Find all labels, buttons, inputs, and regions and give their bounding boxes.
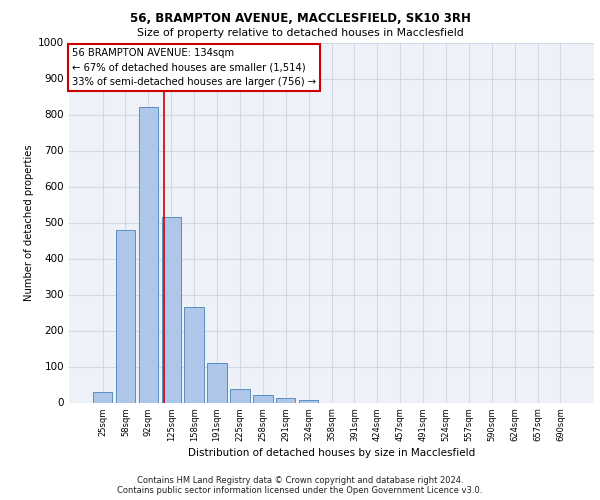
Bar bbox=[230, 389, 250, 402]
Text: 56 BRAMPTON AVENUE: 134sqm
← 67% of detached houses are smaller (1,514)
33% of s: 56 BRAMPTON AVENUE: 134sqm ← 67% of deta… bbox=[71, 48, 316, 86]
X-axis label: Distribution of detached houses by size in Macclesfield: Distribution of detached houses by size … bbox=[188, 448, 475, 458]
Bar bbox=[161, 217, 181, 402]
Bar bbox=[276, 398, 295, 402]
Bar bbox=[116, 230, 135, 402]
Bar bbox=[253, 396, 272, 402]
Bar bbox=[184, 307, 204, 402]
Bar bbox=[93, 392, 112, 402]
Text: 56, BRAMPTON AVENUE, MACCLESFIELD, SK10 3RH: 56, BRAMPTON AVENUE, MACCLESFIELD, SK10 … bbox=[130, 12, 470, 26]
Bar bbox=[299, 400, 319, 402]
Text: Contains public sector information licensed under the Open Government Licence v3: Contains public sector information licen… bbox=[118, 486, 482, 495]
Text: Size of property relative to detached houses in Macclesfield: Size of property relative to detached ho… bbox=[137, 28, 463, 38]
Bar bbox=[208, 363, 227, 403]
Y-axis label: Number of detached properties: Number of detached properties bbox=[24, 144, 34, 301]
Bar bbox=[139, 108, 158, 403]
Text: Contains HM Land Registry data © Crown copyright and database right 2024.: Contains HM Land Registry data © Crown c… bbox=[137, 476, 463, 485]
